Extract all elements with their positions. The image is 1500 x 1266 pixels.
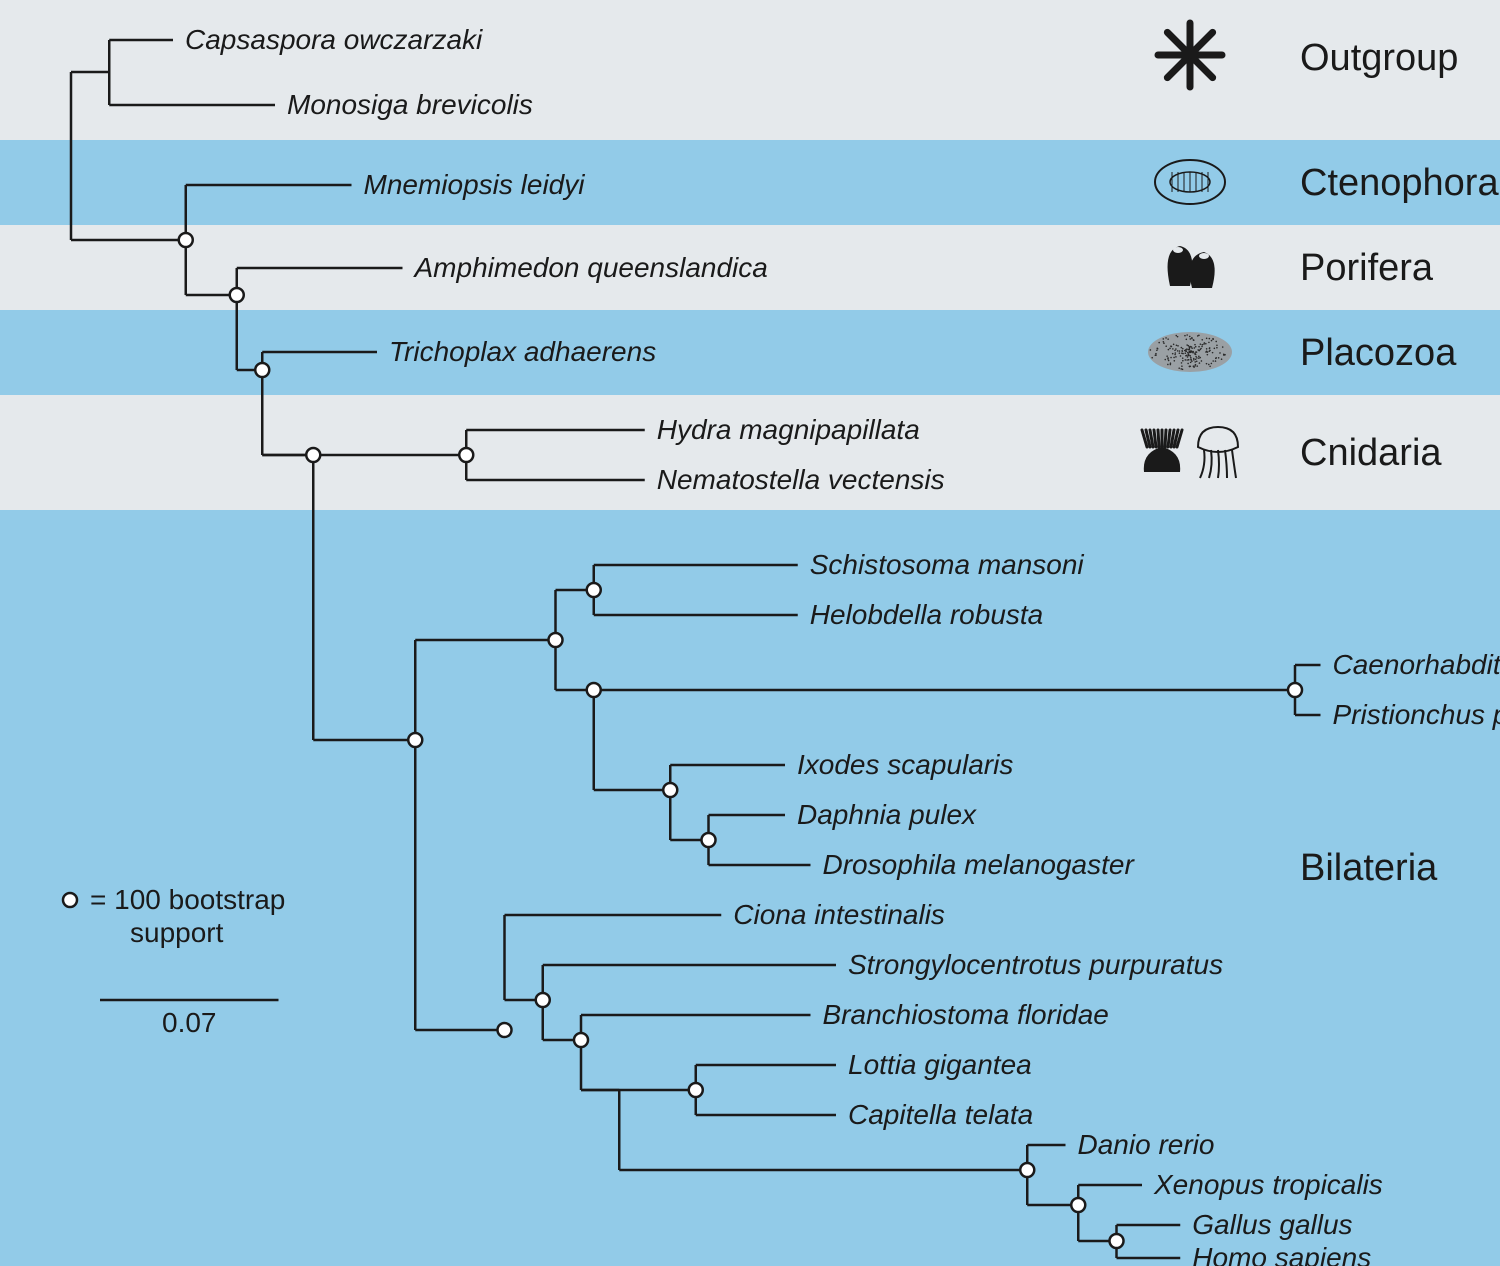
- phylogenetic-tree: Capsaspora owczarzaki Monosiga brevicolis…: [0, 0, 1500, 1266]
- bootstrap-node: [459, 448, 473, 462]
- bootstrap-node: [587, 683, 601, 697]
- group-label-bilateria: Bilateria: [1300, 847, 1438, 889]
- taxon-label-xenopus: Xenopus tropicalis: [1153, 1169, 1383, 1200]
- bootstrap-node: [179, 233, 193, 247]
- taxon-label-branchiostoma: Branchiostoma floridae: [823, 999, 1109, 1030]
- taxon-label-trichoplax: Trichoplax adhaerens: [389, 336, 656, 367]
- taxon-label-homo: Homo sapiens: [1192, 1242, 1371, 1266]
- taxon-label-pristionchus: Pristionchus pacificus: [1333, 699, 1500, 730]
- taxon-label-amphimedon: Amphimedon queenslandica: [413, 252, 768, 283]
- taxon-label-daphnia: Daphnia pulex: [797, 799, 977, 830]
- bootstrap-node: [536, 993, 550, 1007]
- bootstrap-node: [408, 733, 422, 747]
- group-label-ctenophora: Ctenophora: [1300, 162, 1499, 204]
- band-ctenophora: [0, 140, 1500, 225]
- band-placozoa: [0, 310, 1500, 395]
- legend-node-icon: [63, 893, 77, 907]
- taxon-label-ciona: Ciona intestinalis: [733, 899, 945, 930]
- bootstrap-node: [663, 783, 677, 797]
- legend-line1: = 100 bootstrap: [90, 884, 285, 915]
- bootstrap-node: [587, 583, 601, 597]
- group-label-porifera: Porifera: [1300, 247, 1434, 289]
- taxon-label-strongylo: Strongylocentrotus purpuratus: [848, 949, 1223, 980]
- taxon-label-helobdella: Helobdella robusta: [810, 599, 1044, 630]
- bootstrap-node: [1110, 1234, 1124, 1248]
- outgroup-icon: [1158, 23, 1222, 87]
- band-outgroup: [0, 0, 1500, 140]
- taxon-label-nematostella: Nematostella vectensis: [657, 464, 945, 495]
- bootstrap-node: [1288, 683, 1302, 697]
- taxon-label-hydra: Hydra magnipapillata: [657, 414, 920, 445]
- bootstrap-node: [689, 1083, 703, 1097]
- bootstrap-node: [230, 288, 244, 302]
- taxon-label-mnemiopsis: Mnemiopsis leidyi: [364, 169, 586, 200]
- bootstrap-node: [549, 633, 563, 647]
- bootstrap-node: [255, 363, 269, 377]
- group-label-outgroup: Outgroup: [1300, 37, 1458, 79]
- group-label-cnidaria: Cnidaria: [1300, 432, 1442, 474]
- taxon-label-gallus: Gallus gallus: [1192, 1209, 1352, 1240]
- taxon-label-capitella: Capitella telata: [848, 1099, 1033, 1130]
- taxon-label-caenorhabditis: Caenorhabditis elegans: [1333, 649, 1500, 680]
- bootstrap-node: [574, 1033, 588, 1047]
- bootstrap-node: [702, 833, 716, 847]
- bootstrap-node: [306, 448, 320, 462]
- group-label-placozoa: Placozoa: [1300, 332, 1457, 374]
- taxon-label-capsaspora: Capsaspora owczarzaki: [185, 24, 483, 55]
- bootstrap-node: [498, 1023, 512, 1037]
- placozoa-icon: [1148, 332, 1232, 372]
- taxon-label-danio: Danio rerio: [1078, 1129, 1215, 1160]
- legend-line2: support: [130, 917, 224, 948]
- taxon-label-ixodes: Ixodes scapularis: [797, 749, 1013, 780]
- scale-label: 0.07: [162, 1007, 217, 1038]
- taxon-label-monosiga: Monosiga brevicolis: [287, 89, 533, 120]
- taxon-label-drosophila: Drosophila melanogaster: [823, 849, 1136, 880]
- taxon-label-schistosoma: Schistosoma mansoni: [810, 549, 1085, 580]
- bootstrap-node: [1071, 1198, 1085, 1212]
- bootstrap-node: [1020, 1163, 1034, 1177]
- taxon-label-lottia: Lottia gigantea: [848, 1049, 1032, 1080]
